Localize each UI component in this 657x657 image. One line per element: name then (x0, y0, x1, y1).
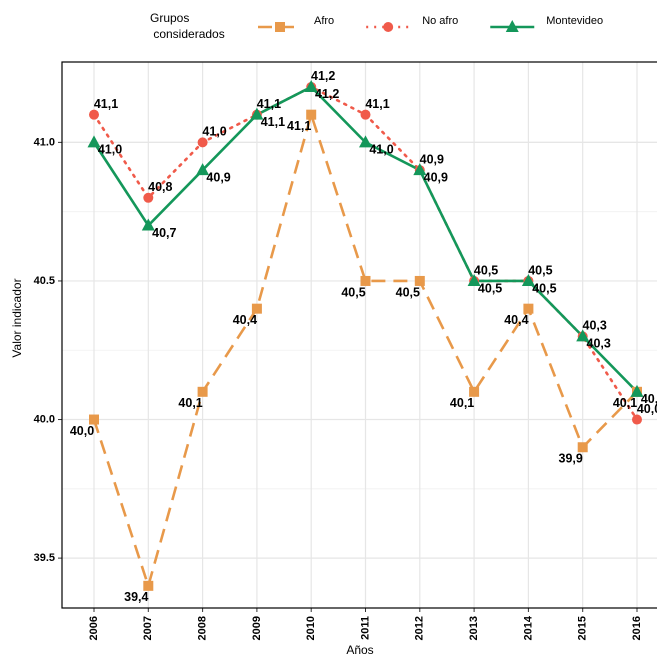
marker (275, 22, 285, 32)
value-label: 40,3 (587, 337, 611, 351)
value-label: 41,1 (287, 119, 311, 133)
value-label: 41,0 (98, 143, 122, 157)
marker (360, 275, 371, 286)
x-tick-label: 2016 (631, 616, 643, 640)
value-label: 41,1 (365, 97, 389, 111)
value-label: 40,7 (152, 226, 176, 240)
value-label: 39,9 (559, 452, 583, 466)
marker (577, 442, 588, 453)
value-label: 40,9 (206, 170, 230, 184)
x-tick-label: 2015 (577, 616, 589, 640)
x-axis-title: Años (346, 643, 373, 657)
legend-label: No afro (422, 15, 458, 27)
value-label: 40,5 (532, 281, 556, 295)
marker (143, 192, 154, 203)
value-label: 41,0 (202, 125, 226, 139)
marker (250, 107, 264, 120)
marker (141, 218, 155, 231)
marker (523, 303, 534, 314)
value-label: 40,0 (637, 402, 657, 416)
x-tick-label: 2014 (522, 615, 534, 640)
marker (469, 386, 480, 397)
x-tick-label: 2006 (88, 616, 100, 640)
legend-title: Grupos considerados (150, 11, 225, 41)
value-label: 40,5 (474, 263, 498, 277)
value-label: 40,5 (341, 285, 365, 299)
marker (304, 79, 318, 92)
legend-title-line: considerados (150, 27, 225, 41)
marker (413, 163, 427, 176)
legend-label: Afro (314, 15, 334, 27)
value-label: 40,9 (424, 170, 448, 184)
marker (197, 137, 208, 148)
marker (306, 109, 317, 120)
value-label: 40,1 (450, 396, 474, 410)
marker (630, 384, 644, 397)
legend-label: Montevideo (546, 15, 603, 27)
x-tick-label: 2012 (414, 616, 426, 640)
x-tick-label: 2011 (359, 616, 371, 640)
value-label: 40,5 (396, 285, 420, 299)
marker (414, 275, 425, 286)
marker (87, 135, 101, 148)
value-label: 40,4 (233, 313, 257, 327)
value-label: 40,1 (613, 396, 637, 410)
marker (89, 414, 99, 425)
marker (143, 580, 154, 591)
y-tick-label: 39.5 (34, 552, 55, 564)
y-axis-title: Valor indicador (10, 278, 24, 357)
x-tick-label: 2007 (142, 616, 154, 640)
value-label: 40,5 (528, 263, 552, 277)
legend-title-line: Grupos (150, 11, 189, 25)
panel-border (61, 61, 657, 609)
marker (521, 273, 535, 286)
value-label: 41,1 (94, 97, 118, 111)
y-tick-label: 40.0 (34, 413, 55, 425)
value-label: 41,2 (311, 69, 335, 83)
x-tick-label: 2013 (468, 616, 480, 640)
value-label: 41,0 (369, 143, 393, 157)
marker (251, 303, 262, 314)
value-label: 40,9 (420, 152, 444, 166)
series-line (92, 110, 638, 591)
marker (383, 22, 394, 32)
x-tick-label: 2009 (251, 616, 263, 640)
value-label: 39,4 (124, 590, 148, 604)
marker (576, 329, 590, 342)
marker (505, 20, 519, 32)
value-label: 41,1 (257, 97, 281, 111)
marker (632, 414, 642, 425)
marker (197, 386, 208, 397)
value-label: 40,3 (583, 319, 607, 333)
marker (89, 109, 99, 120)
y-tick-label: 40.5 (34, 275, 55, 287)
marker (360, 109, 371, 120)
marker (196, 163, 210, 176)
x-tick-label: 2010 (305, 616, 317, 640)
value-label: 40,0 (70, 424, 94, 438)
x-tick-label: 2008 (197, 616, 209, 640)
value-label: 41,1 (261, 115, 285, 129)
marker (359, 135, 372, 148)
marker (467, 273, 481, 286)
y-tick-label: 41.0 (34, 136, 55, 148)
value-label: 40,8 (148, 180, 172, 194)
value-label: 40,1 (641, 392, 657, 406)
value-label: 40,4 (504, 313, 528, 327)
value-label: 40,5 (478, 281, 502, 295)
value-label: 40,1 (178, 396, 202, 410)
value-label: 41,2 (315, 87, 339, 101)
